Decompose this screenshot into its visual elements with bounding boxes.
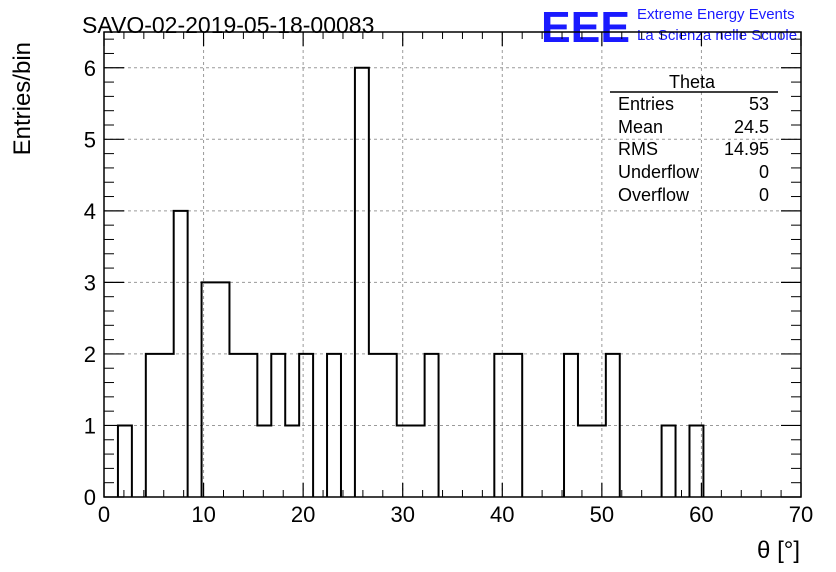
- histogram-segment: [353, 66, 440, 497]
- x-tick-label: 10: [191, 502, 215, 527]
- x-tick-label: 70: [789, 502, 813, 527]
- stats-label-mean: Mean: [618, 117, 663, 137]
- histogram-segment: [493, 352, 524, 497]
- stats-value-underflow: 0: [759, 162, 769, 182]
- stats-label-overflow: Overflow: [618, 185, 690, 205]
- y-tick-label: 5: [84, 127, 96, 152]
- x-tick-label: 0: [98, 502, 110, 527]
- axis-ticks: [103, 32, 802, 498]
- y-tick-label: 6: [84, 56, 96, 81]
- x-tick-label: 60: [689, 502, 713, 527]
- histogram-bins: [116, 66, 705, 497]
- stats-value-entries: 53: [749, 94, 769, 114]
- y-axis-label: Entries/bin: [9, 42, 36, 155]
- histogram-segment: [563, 352, 621, 497]
- stats-label-entries: Entries: [618, 94, 674, 114]
- x-axis-label: θ [°]: [757, 537, 800, 564]
- x-tick-label: 30: [390, 502, 414, 527]
- stats-value-mean: 24.5: [734, 117, 769, 137]
- histogram-segment: [326, 352, 342, 497]
- stats-label-underflow: Underflow: [618, 162, 700, 182]
- grid: [104, 32, 801, 497]
- plot-frame: [103, 31, 802, 498]
- brand-line-1: Extreme Energy Events: [637, 6, 795, 23]
- histogram-segment: [660, 424, 677, 497]
- x-tick-label: 40: [490, 502, 514, 527]
- stats-value-rms: 14.95: [724, 139, 769, 159]
- tick-labels: 0 10 20 30 40 50 60 70 0 1 2 3 4 5 6: [84, 56, 813, 527]
- y-tick-label: 1: [84, 413, 96, 438]
- run-title: SAVO-02-2019-05-18-00083: [82, 12, 374, 38]
- stats-title: Theta: [669, 72, 716, 92]
- x-tick-label: 50: [590, 502, 614, 527]
- brand-line-2: La Scienza nelle Scuole: [637, 27, 797, 44]
- histogram-segment: [116, 424, 133, 497]
- y-tick-label: 3: [84, 270, 96, 295]
- y-tick-label: 4: [84, 199, 96, 224]
- stats-box: Theta Entries 53 Mean 24.5 RMS 14.95 Und…: [610, 72, 778, 205]
- histogram-segment: [144, 209, 189, 497]
- stats-value-overflow: 0: [759, 185, 769, 205]
- x-tick-label: 20: [291, 502, 315, 527]
- y-tick-label: 2: [84, 342, 96, 367]
- histogram-segment: [200, 281, 315, 497]
- histogram-segment: [688, 424, 705, 497]
- stats-label-rms: RMS: [618, 139, 658, 159]
- eee-logo: EEE: [541, 3, 630, 52]
- y-tick-label: 0: [84, 485, 96, 510]
